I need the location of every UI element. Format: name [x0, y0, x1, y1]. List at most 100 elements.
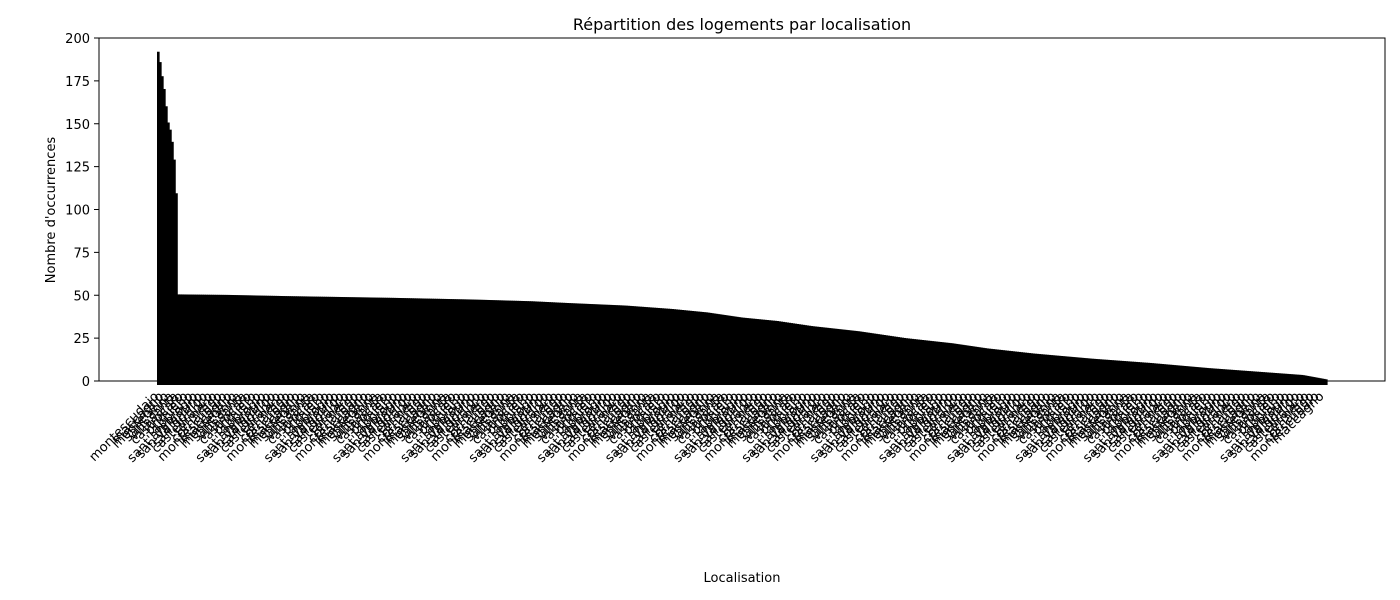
bar [812, 326, 816, 385]
bar [907, 338, 911, 385]
bar [1159, 363, 1163, 385]
bar [516, 300, 519, 385]
bar [1048, 354, 1052, 385]
bar [1125, 361, 1128, 385]
bar [441, 298, 445, 385]
bar [1060, 356, 1064, 385]
bar [503, 300, 507, 385]
bar [1093, 358, 1096, 385]
bar [461, 299, 465, 385]
bar [846, 330, 850, 385]
bar [485, 299, 489, 385]
bar [1216, 368, 1219, 385]
bar [978, 347, 981, 385]
bar [169, 129, 172, 385]
bar [715, 313, 719, 385]
bar [992, 349, 995, 385]
bar [651, 307, 654, 385]
y-tick-label: 125 [65, 161, 90, 176]
bar [1181, 365, 1185, 385]
bar [290, 296, 293, 385]
bar [564, 302, 568, 385]
bar [225, 294, 229, 385]
bar [784, 322, 787, 385]
bar [1090, 358, 1094, 385]
bar [980, 347, 983, 385]
bar [493, 300, 497, 385]
bar [798, 324, 802, 385]
bar [473, 299, 477, 385]
bar [1191, 366, 1195, 385]
bar [391, 297, 394, 385]
bar [350, 297, 354, 385]
bar [157, 51, 160, 385]
bar [546, 302, 549, 385]
bar [520, 300, 523, 385]
bar [681, 310, 685, 385]
bar [1111, 360, 1114, 385]
bar [253, 295, 257, 385]
bar [233, 295, 237, 385]
bar [1036, 353, 1040, 385]
bar [1149, 362, 1153, 385]
bar [1177, 365, 1181, 385]
bar [818, 326, 822, 385]
bar [1205, 367, 1209, 385]
bar [1167, 364, 1171, 385]
bar [288, 296, 291, 385]
bar [861, 331, 864, 385]
bar [231, 295, 235, 385]
bar [871, 333, 874, 385]
bar [679, 309, 683, 385]
bar [399, 298, 402, 385]
bar [776, 321, 779, 385]
bar [437, 298, 441, 385]
bar [913, 339, 917, 385]
bar [879, 334, 882, 385]
bar [167, 122, 170, 385]
bar [856, 331, 860, 385]
bar [259, 295, 263, 385]
bar [832, 328, 836, 385]
bar [477, 299, 481, 385]
bar [1199, 367, 1203, 385]
bar [758, 319, 761, 385]
bar [729, 315, 733, 385]
bar [1030, 353, 1034, 385]
bar [637, 306, 640, 385]
bar [407, 298, 410, 385]
bar [572, 303, 576, 385]
bar [800, 324, 804, 385]
bar [844, 329, 848, 385]
bar [249, 295, 253, 385]
bar [1010, 351, 1013, 385]
bar [1105, 359, 1108, 385]
bar [653, 307, 656, 385]
bar [645, 307, 648, 385]
bar [1266, 372, 1270, 385]
bar [695, 311, 699, 385]
bar [532, 301, 535, 385]
bar [558, 302, 562, 385]
bar [1165, 364, 1169, 385]
bar [269, 295, 273, 385]
bar [594, 304, 598, 385]
bar [1272, 372, 1276, 385]
bar [1133, 361, 1136, 385]
bar [223, 294, 227, 385]
bar [388, 297, 392, 385]
bar [191, 294, 194, 385]
bar [1068, 356, 1072, 385]
bar [376, 297, 380, 385]
bar [229, 294, 233, 385]
bar [195, 294, 198, 385]
bar [802, 324, 806, 385]
bar [699, 311, 703, 385]
bar [1153, 363, 1157, 385]
bar [427, 298, 430, 385]
bar [328, 296, 332, 385]
bar [1197, 367, 1201, 385]
y-tick-label: 50 [73, 289, 90, 304]
bar [568, 303, 572, 385]
bar [1246, 370, 1249, 385]
